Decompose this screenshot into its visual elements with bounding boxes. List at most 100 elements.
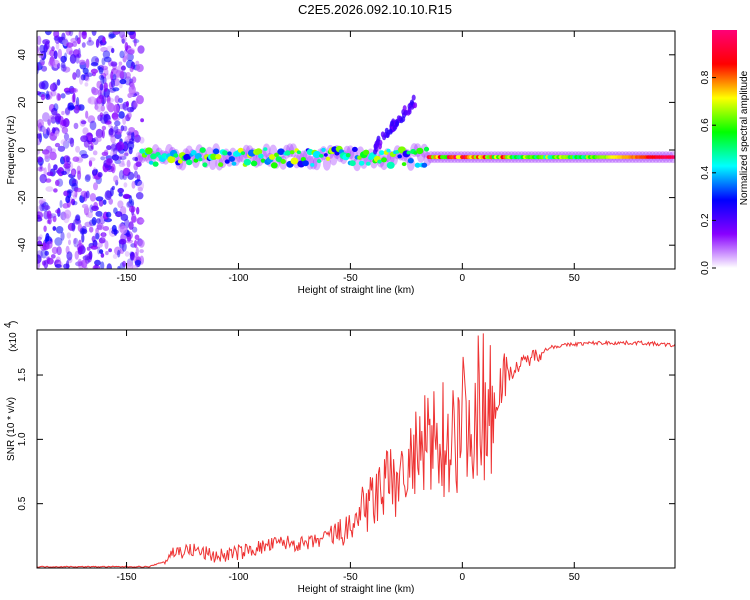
band-core: [379, 150, 385, 156]
noise-blob: [95, 232, 100, 240]
noise-blob: [102, 199, 107, 205]
noise-blob: [60, 231, 65, 241]
noise-blob: [135, 192, 144, 200]
band-core: [277, 148, 285, 155]
noise-blob: [73, 49, 81, 55]
noise-blob: [44, 250, 49, 256]
noise-blob: [41, 65, 48, 72]
noise-blob: [37, 254, 42, 264]
noise-blob: [118, 97, 123, 103]
noise-blob: [66, 46, 73, 55]
noise-blob: [90, 61, 99, 67]
noise-blob: [118, 170, 125, 180]
noise-blob: [53, 31, 60, 38]
noise-blob: [72, 72, 77, 80]
noise-blob: [84, 174, 91, 183]
noise-blob: [42, 39, 50, 45]
noise-blob: [88, 250, 93, 260]
noise-blob: [78, 104, 85, 111]
scale-close: ): [8, 321, 19, 324]
noise-blob: [37, 217, 43, 222]
noise-blob: [53, 164, 58, 171]
noise-blob: [114, 95, 120, 104]
noise-blob: [98, 237, 106, 244]
noise-blob: [95, 103, 104, 113]
noise-blob: [60, 139, 67, 145]
noise-blob: [120, 34, 127, 44]
noise-blob: [76, 96, 80, 107]
band-core: [358, 160, 365, 166]
noise-blob: [119, 70, 125, 80]
noise-blob: [125, 101, 129, 107]
noise-blob: [77, 258, 83, 267]
noise-blob: [68, 105, 75, 110]
noise-blob: [110, 134, 116, 144]
noise-blob: [113, 228, 118, 236]
noise-blob: [129, 107, 134, 112]
arc-blob: [396, 115, 401, 122]
noise-blob: [43, 127, 47, 135]
noise-blob: [104, 190, 112, 201]
band-core: [173, 153, 179, 158]
noise-blob: [39, 44, 45, 54]
noise-blob: [57, 93, 62, 101]
noise-blob: [55, 209, 61, 214]
y-tick-label: 0.5: [17, 496, 28, 510]
noise-blob: [80, 190, 88, 197]
noise-blob: [39, 234, 43, 239]
band-core: [316, 159, 322, 164]
noise-blob: [71, 94, 75, 103]
noise-blob: [120, 65, 126, 71]
noise-blob: [96, 222, 104, 231]
noise-blob: [129, 251, 135, 257]
scale-label: (x10: [8, 332, 19, 352]
noise-blob: [85, 174, 91, 181]
noise-blob: [135, 161, 142, 167]
noise-blob: [139, 219, 145, 223]
noise-blob: [86, 40, 95, 46]
scale-multiplier: (x10 4): [3, 321, 19, 352]
noise-blob: [140, 118, 145, 123]
noise-blob: [126, 159, 131, 168]
band-core: [381, 157, 387, 163]
band-core: [270, 162, 278, 169]
noise-blob: [89, 120, 97, 131]
noise-blob: [45, 232, 50, 243]
band-core: [139, 148, 146, 154]
noise-blob: [117, 266, 121, 269]
noise-blob: [66, 232, 72, 239]
noise-blob: [94, 263, 98, 269]
noise-blob: [130, 199, 135, 208]
noise-blob: [116, 156, 123, 161]
band-core: [290, 157, 299, 165]
band-core: [357, 155, 362, 160]
noise-blob: [127, 171, 135, 180]
noise-blob: [96, 95, 103, 104]
noise-blob: [95, 136, 102, 143]
band-core: [345, 153, 351, 158]
noise-blob: [52, 82, 58, 91]
noise-blob: [87, 211, 93, 219]
noise-blob: [81, 259, 88, 269]
band-core: [199, 147, 206, 153]
noise-blob: [54, 130, 60, 137]
noise-blob: [46, 257, 54, 265]
x-tick-label: -100: [228, 572, 248, 583]
noise-blob: [88, 36, 92, 43]
noise-blob: [113, 125, 119, 134]
noise-blob: [50, 116, 57, 124]
x-axis-label: Height of straight line (km): [298, 584, 415, 595]
noise-blob: [37, 149, 41, 155]
band-core: [349, 160, 356, 167]
noise-blob: [50, 254, 56, 259]
noise-blob: [89, 226, 94, 233]
noise-blob: [75, 68, 81, 78]
noise-blob: [131, 265, 138, 269]
arc-blob: [402, 105, 407, 112]
noise-blob: [37, 259, 41, 269]
noise-blob: [47, 162, 51, 173]
noise-blob: [102, 226, 110, 231]
noise-blob: [72, 92, 76, 103]
y-tick-label: 40: [17, 49, 28, 61]
noise-blob: [98, 67, 104, 75]
